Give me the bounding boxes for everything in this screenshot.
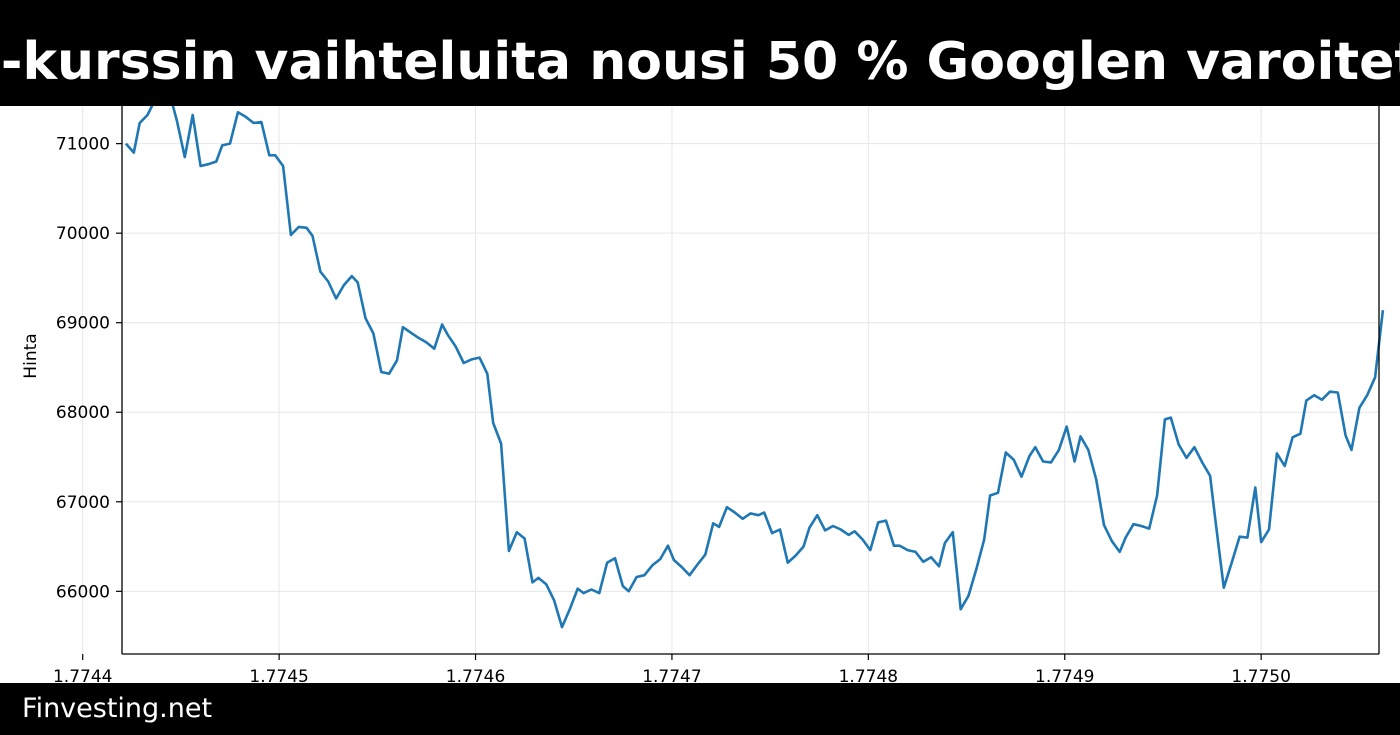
tick-labels: 1.7744 1.7745 1.7746 1.7747 1.7748 1.7749 1.77… — [53, 135, 1291, 687]
y-tick-label: 69000 — [56, 314, 110, 334]
x-tick-label: 1.7748 — [839, 667, 898, 687]
x-tick-label: 1.7745 — [249, 667, 308, 687]
price-series — [124, 88, 1385, 629]
y-tick-label: 71000 — [56, 135, 110, 155]
footer-brand-name: Finvesting.net — [22, 693, 213, 724]
series-line-0 — [124, 88, 1385, 629]
y-tick-label: 70000 — [56, 224, 110, 244]
footer-banner: Finvesting.net — [0, 683, 1400, 735]
y-tick-label: 68000 — [56, 403, 110, 423]
headline-title: Sijoittajat innostuivat: Bitcoin-kurssin… — [0, 32, 1400, 92]
grid-lines — [82, 72, 1379, 654]
y-axis-label: Hinta — [21, 333, 41, 378]
x-tick-label: 1.7749 — [1035, 667, 1094, 687]
y-tick-label: 66000 — [56, 582, 110, 602]
axes — [82, 72, 1380, 660]
x-tick-label: 1.7744 — [53, 667, 112, 687]
x-tick-label: 1.7750 — [1231, 667, 1290, 687]
x-tick-label: 1.7747 — [642, 667, 701, 687]
headline-banner: Sijoittajat innostuivat: Bitcoin-kurssin… — [0, 0, 1400, 106]
x-tick-label: 1.7746 — [446, 667, 505, 687]
y-tick-label: 67000 — [56, 493, 110, 513]
